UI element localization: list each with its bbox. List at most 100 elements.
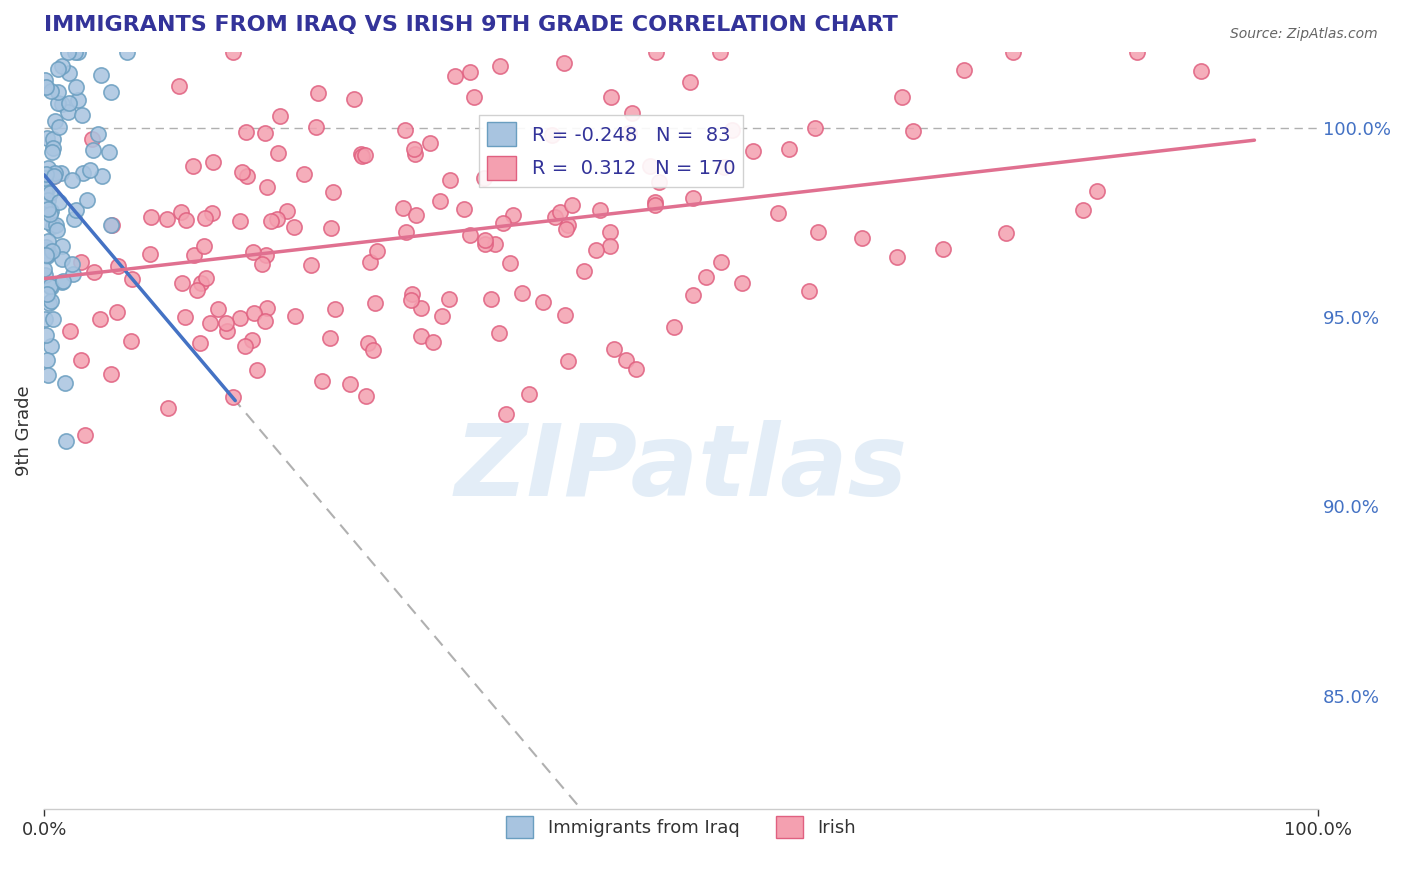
Point [139,246,162,260]
Point [319,220,342,235]
Point [299,258,322,272]
Point [80,132,103,146]
Point [995,226,1018,240]
Point [233,339,256,353]
Point [37,247,59,261]
Point [56,45,79,59]
Point [35,286,58,301]
Point [553,56,575,70]
Point [90,169,112,184]
Point [432,309,454,323]
Point [709,45,731,59]
Point [37,368,59,382]
Point [46,85,69,99]
Point [38,186,60,201]
Point [354,389,377,403]
Point [474,233,496,247]
Point [555,221,578,235]
Point [283,220,305,235]
Point [37,182,59,196]
Point [952,63,974,78]
Point [35,168,58,182]
Point [62,212,84,227]
Point [83,265,105,279]
Point [599,225,621,239]
Point [499,256,522,270]
Point [531,295,554,310]
Point [492,216,515,230]
Y-axis label: 9th Grade: 9th Grade [15,385,32,475]
Point [695,269,717,284]
Point [292,167,315,181]
Point [350,149,373,163]
Point [193,239,215,253]
Point [229,311,252,326]
Point [60,173,83,187]
Point [186,283,208,297]
Point [474,236,496,251]
Point [139,210,162,224]
Point [246,363,269,377]
Point [1085,184,1108,198]
Point [229,214,252,228]
Point [353,147,375,161]
Point [82,143,104,157]
Point [463,89,485,103]
Point [323,302,346,317]
Point [39,207,62,221]
Point [37,202,59,216]
Point [311,374,333,388]
Point [399,293,422,307]
Point [65,203,87,218]
Point [52,274,75,288]
Point [107,259,129,273]
Point [269,108,291,122]
Point [797,284,820,298]
Point [307,86,329,100]
Point [44,113,66,128]
Point [339,376,361,391]
Point [156,211,179,226]
Point [254,314,277,328]
Point [804,120,827,135]
Point [76,193,98,207]
Point [409,329,432,343]
Point [488,326,510,340]
Point [621,106,644,120]
Point [250,257,273,271]
Point [401,287,423,301]
Point [495,407,517,421]
Point [488,59,510,73]
Point [236,169,259,183]
Point [561,198,583,212]
Point [648,175,671,189]
Point [105,305,128,319]
Point [200,316,222,330]
Point [540,128,562,142]
Point [429,194,451,208]
Point [548,204,571,219]
Point [51,97,73,112]
Point [222,45,245,59]
Point [39,293,62,308]
Point [39,84,62,98]
Point [41,244,63,258]
Point [34,171,56,186]
Point [363,296,385,310]
Point [34,268,56,283]
Point [51,166,73,180]
Point [710,255,733,269]
Point [214,316,236,330]
Point [34,243,56,257]
Point [51,252,73,266]
Point [35,240,58,254]
Point [361,343,384,357]
Point [53,376,76,390]
Point [574,264,596,278]
Point [167,78,190,93]
Point [243,306,266,320]
Point [75,428,97,442]
Point [422,335,444,350]
Point [254,248,277,262]
Point [343,92,366,106]
